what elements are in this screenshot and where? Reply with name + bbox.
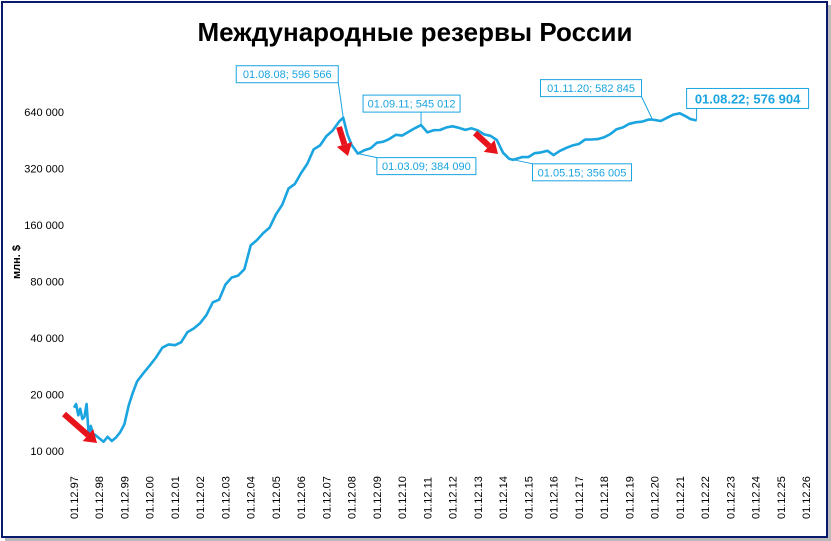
x-tick-label: 01.12.08 — [347, 476, 359, 519]
drop-arrow — [62, 411, 97, 443]
annotation-callout: 01.09.11; 545 012 — [362, 94, 461, 126]
annotation-callout: 01.08.08; 596 566 — [235, 65, 344, 118]
x-tick-label: 01.12.24 — [751, 476, 763, 519]
annotation-label: 01.03.09; 384 090 — [382, 161, 471, 173]
y-axis-label: млн. $ — [11, 245, 23, 279]
x-tick-label: 01.12.12 — [448, 476, 460, 519]
x-tick-label: 01.12.04 — [246, 476, 258, 519]
x-tick-label: 01.12.15 — [523, 476, 535, 519]
y-tick-label: 80 000 — [30, 277, 64, 289]
y-tick-label: 160 000 — [24, 220, 64, 232]
x-tick-label: 01.12.16 — [549, 476, 561, 519]
drop-arrow — [472, 130, 498, 154]
annotation-callout: 01.11.20; 582 845 — [540, 79, 653, 120]
y-tick-label: 40 000 — [30, 333, 64, 345]
x-tick-label: 01.12.19 — [624, 476, 636, 519]
x-axis-ticks: 01.12.97 01.12.98 01.12.99 01.12.00 01.12.01… — [69, 476, 813, 519]
x-tick-label: 01.12.22 — [700, 476, 712, 519]
y-tick-label: 320 000 — [24, 164, 64, 176]
x-tick-label: 01.12.97 — [69, 476, 81, 519]
x-tick-label: 01.12.11 — [422, 477, 434, 519]
x-tick-label: 01.12.06 — [296, 476, 308, 519]
annotation-label: 01.09.11; 545 012 — [368, 99, 456, 111]
x-tick-label: 01.12.25 — [776, 476, 788, 519]
x-tick-label: 01.12.01 — [170, 476, 182, 519]
y-tick-label: 640 000 — [24, 107, 64, 119]
annotation-callout: 01.03.09; 384 090 — [357, 153, 477, 176]
series-layer — [72, 112, 697, 444]
drop-arrow — [336, 126, 353, 156]
x-tick-label: 01.12.02 — [195, 476, 207, 519]
x-tick-label: 01.12.99 — [119, 476, 131, 519]
y-axis-ticks: 10 000 20 000 40 000 80 000 160 000 320 000 64… — [24, 107, 64, 458]
x-tick-label: 01.12.09 — [372, 476, 384, 519]
annotation-layer: 01.08.08; 596 566 01.03.09; 384 090 01.09.… — [235, 65, 810, 182]
x-tick-label: 01.12.07 — [321, 476, 333, 519]
x-tick-label: 01.12.21 — [675, 476, 687, 519]
annotation-label: 01.08.22; 576 904 — [695, 91, 801, 106]
x-tick-label: 01.12.26 — [801, 476, 813, 519]
arrow-layer — [62, 126, 498, 443]
x-tick-label: 01.12.17 — [574, 476, 586, 519]
x-tick-label: 01.12.03 — [220, 476, 232, 519]
annotation-label: 01.08.08; 596 566 — [243, 69, 332, 81]
x-tick-label: 01.12.05 — [271, 476, 283, 519]
x-tick-label: 01.12.18 — [599, 476, 611, 519]
annotation-callout: 01.08.22; 576 904 — [686, 87, 810, 121]
x-tick-label: 01.12.23 — [725, 476, 737, 519]
x-tick-label: 01.12.14 — [498, 476, 510, 519]
y-tick-label: 10 000 — [30, 446, 64, 458]
y-tick-label: 20 000 — [30, 390, 64, 402]
reserves-line — [72, 112, 697, 444]
x-tick-label: 01.12.13 — [473, 476, 485, 519]
x-tick-label: 01.12.00 — [145, 476, 157, 519]
annotation-callout: 01.05.15; 356 005 — [513, 159, 633, 182]
annotation-label: 01.11.20; 582 845 — [547, 83, 635, 95]
annotation-label: 01.05.15; 356 005 — [538, 167, 627, 179]
x-tick-label: 01.12.98 — [94, 476, 106, 519]
x-tick-label: 01.12.20 — [650, 476, 662, 519]
x-tick-label: 01.12.10 — [397, 476, 409, 519]
chart-title: Международные резервы России — [198, 17, 633, 47]
